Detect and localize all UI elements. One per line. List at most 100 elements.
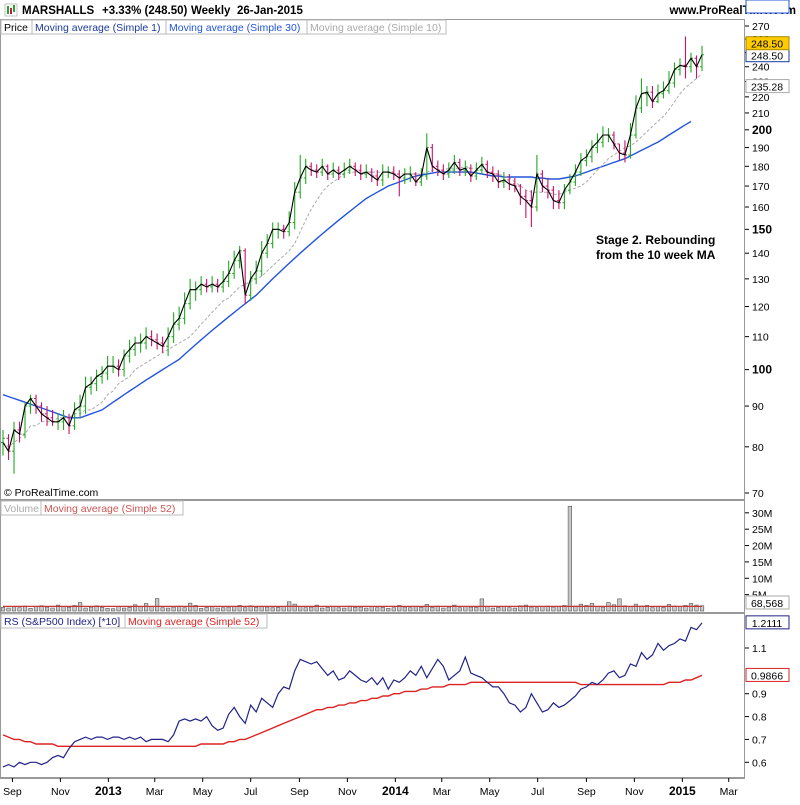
volume-bar — [551, 606, 556, 612]
volume-bar — [55, 604, 61, 612]
ohlc-bar — [248, 270, 253, 301]
legend-ma1: Moving average (Simple 1) — [35, 22, 160, 34]
rs-plot — [2, 622, 703, 768]
volume-bar — [149, 606, 154, 612]
volume-bar — [413, 606, 418, 612]
volume-bar — [529, 606, 534, 612]
volume-bar — [166, 607, 171, 612]
legend-box — [40, 500, 184, 516]
volume-bar — [391, 607, 396, 612]
rs-tick-label: 0.7 — [752, 734, 767, 746]
volume-bar — [474, 607, 479, 612]
volume-bar — [270, 607, 275, 612]
volume-bar — [688, 603, 694, 612]
close-line — [2, 54, 703, 453]
volume-bar — [276, 607, 281, 612]
x-tick-label: 2015 — [669, 784, 696, 798]
volume-y-axis: 5M10M15M20M25M30M68,568 — [745, 508, 790, 610]
price-change: +3.33% (248.50) — [102, 5, 188, 17]
ohlc-bar — [639, 78, 644, 113]
volume-bar — [364, 607, 369, 612]
volume-bar — [127, 607, 132, 612]
x-tick-label: Mar — [433, 786, 452, 798]
price-tick-label: 70 — [752, 488, 764, 500]
volume-bar — [479, 598, 484, 612]
ma10-last-value-box — [745, 79, 790, 94]
rs-panel-frame — [0, 613, 745, 778]
ohlc-bar — [276, 222, 281, 239]
x-tick-label: May — [193, 786, 214, 798]
rs-legend: RS (S&P500 Index) [*10] Moving average (… — [0, 613, 268, 629]
ohlc-bar — [100, 366, 105, 384]
volume-bar — [617, 598, 622, 612]
volume-bar — [254, 607, 259, 612]
volume-bar — [320, 607, 325, 612]
volume-bar — [303, 607, 308, 612]
price-tick-label: 170 — [752, 181, 770, 193]
ohlc-bar — [364, 164, 369, 178]
legend-ma30: Moving average (Simple 30) — [169, 22, 300, 34]
volume-bar — [600, 606, 606, 612]
volume-tick-label: 30M — [752, 508, 772, 520]
volume-bar — [215, 607, 220, 612]
annotation-line-1: Stage 2. Rebounding — [596, 233, 715, 247]
annotation-line-2: from the 10 week MA — [596, 248, 716, 262]
rs-ma-last-value: 0.9866 — [751, 670, 783, 682]
volume-bar — [155, 598, 160, 612]
volume-bar — [419, 607, 424, 612]
volume-bar — [386, 608, 391, 612]
price-tick-label: 190 — [752, 143, 770, 155]
x-axis: Sep Nov 2013 Mar May Jul Sep Nov 2014 Mar May Jul Se… — [3, 778, 738, 798]
volume-bar — [83, 607, 88, 612]
volume-bar — [210, 606, 215, 612]
x-tick-label: 2013 — [95, 784, 122, 798]
volume-bar — [11, 606, 17, 612]
rs-y-axis: 0.6 0.7 0.8 0.9 1.1 0.9866 1.2111 — [745, 615, 790, 769]
volume-bar — [314, 604, 319, 612]
ohlc-bar — [83, 376, 88, 414]
volume-bar — [44, 606, 50, 612]
price-legend: Price Moving average (Simple 1) Moving a… — [0, 19, 447, 35]
ohlc-bar — [166, 327, 171, 357]
ma1-last-value: 248.50 — [751, 51, 783, 63]
legend-volume: Volume — [4, 503, 39, 515]
volume-bar — [331, 606, 336, 612]
volume-bar — [446, 606, 451, 612]
price-tick-label: 110 — [752, 332, 769, 344]
volume-bar — [666, 604, 672, 612]
volume-bar — [265, 606, 270, 612]
volume-bar — [221, 607, 226, 612]
rs-tick-label: 0.6 — [752, 757, 767, 769]
ohlc-bar — [303, 158, 308, 185]
volume-bar — [380, 607, 385, 612]
price-tick-label: 270 — [752, 21, 770, 33]
ma10-line — [2, 73, 703, 448]
x-tick-label: Mar — [146, 786, 165, 798]
volume-bar — [232, 606, 237, 612]
volume-panel-frame — [0, 500, 745, 613]
volume-bar — [397, 605, 402, 612]
price-tick-label: 160 — [752, 202, 770, 214]
price-tick-label: 210 — [752, 108, 770, 120]
copyright-label: © ProRealTime.com — [4, 487, 99, 499]
volume-bar — [188, 602, 193, 612]
volume-bar — [699, 605, 705, 612]
price-tick-label: 240 — [752, 62, 770, 74]
volume-bar — [39, 605, 44, 612]
date-label: 26-Jan-2015 — [237, 5, 303, 17]
volume-bar — [589, 603, 595, 612]
ohlc-bar — [672, 62, 677, 88]
ohlc-bar — [688, 52, 693, 73]
legend-box — [306, 19, 447, 35]
price-tick-label: 200 — [752, 123, 772, 137]
ohlc-bar — [683, 36, 688, 79]
price-tick-label: 80 — [752, 442, 764, 454]
volume-bar — [325, 607, 330, 612]
volume-bar — [237, 605, 242, 612]
ohlc-bar — [72, 402, 77, 430]
volume-bar — [88, 606, 94, 612]
ma30-last-value-box — [745, 0, 790, 14]
volume-bar — [507, 607, 512, 612]
volume-bar — [485, 606, 490, 612]
volume-bar — [512, 607, 517, 612]
